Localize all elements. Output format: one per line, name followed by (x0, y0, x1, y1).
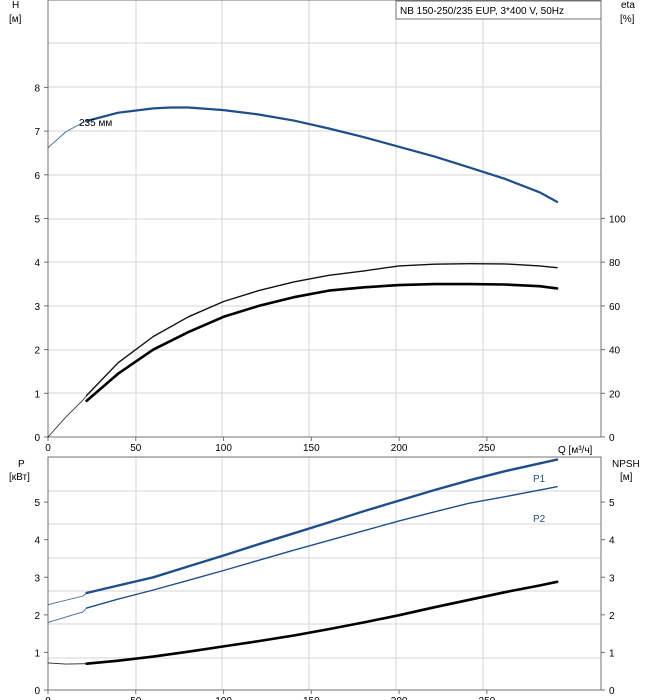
y-right-tick-label-1-0: 0 (609, 686, 615, 697)
x-tick-label-1-2: 100 (215, 696, 232, 700)
series-line-start-1-2 (47, 662, 88, 665)
bottom-y-left-unit: [кВт] (9, 472, 30, 483)
series-line-start-0-0 (47, 120, 88, 149)
y-right-tick-label-1-3: 3 (609, 573, 615, 584)
y-left-tick-label-0-4: 4 (34, 258, 40, 269)
y-right-tick-label-1-2: 2 (609, 611, 615, 622)
y-right-tick-label-0-3: 60 (609, 302, 621, 313)
y-left-tick-label-0-2: 2 (34, 346, 40, 357)
top-y-right-unit: [%] (620, 14, 635, 25)
series-line-1-1 (85, 486, 558, 609)
y-left-tick-label-1-0: 0 (34, 686, 40, 697)
y-right-tick-label-0-1: 20 (609, 389, 621, 400)
x-tick-label-1-5: 250 (479, 696, 496, 700)
bottom-y-left-label: P (18, 459, 25, 470)
x-tick-label-1-0: 0 (45, 696, 51, 700)
y-right-tick-label-1-5: 5 (609, 498, 615, 509)
y-left-tick-label-1-1: 1 (34, 648, 40, 659)
bottom-y-right-unit: [м] (620, 472, 633, 483)
frame-layer (44, 0, 605, 694)
series-label-p1: P1 (533, 474, 546, 485)
bottom-y-right-label: NPSH (612, 459, 640, 470)
x-tick-label-1-3: 150 (303, 696, 320, 700)
y-left-tick-label-0-1: 1 (34, 389, 40, 400)
x-tick-label-0-5: 250 (479, 443, 496, 454)
y-left-tick-label-0-7: 7 (34, 127, 40, 138)
y-left-tick-label-1-4: 4 (34, 536, 40, 547)
x-tick-label-1-1: 50 (130, 696, 142, 700)
y-right-tick-label-1-4: 4 (609, 536, 615, 547)
series-line-start-0-1 (47, 395, 88, 438)
series-line-0-1 (85, 263, 558, 397)
series-label-235mm: 235 мм (79, 118, 112, 129)
y-left-tick-label-1-2: 2 (34, 611, 40, 622)
series-label-p2: P2 (533, 514, 546, 525)
series-line-1-0 (85, 458, 559, 595)
top-y-left-unit: [м] (9, 14, 22, 25)
x-tick-label-0-3: 150 (303, 443, 320, 454)
x-tick-label-0-1: 50 (130, 443, 142, 454)
x-tick-label-0-4: 200 (391, 443, 408, 454)
y-left-tick-label-0-6: 6 (34, 171, 40, 182)
series-layer (47, 106, 559, 666)
x-tick-label-0-2: 100 (215, 443, 232, 454)
y-right-tick-label-0-5: 100 (609, 215, 626, 226)
x-tick-label-1-4: 200 (391, 696, 408, 700)
top-y-right-label: eta (621, 0, 635, 11)
title-box (395, 0, 602, 20)
series-line-1-2 (85, 580, 559, 666)
grid-layer (48, 0, 601, 690)
y-left-tick-label-0-3: 3 (34, 302, 40, 313)
y-right-tick-label-0-4: 80 (609, 258, 621, 269)
x-tick-label-0-0: 0 (45, 443, 51, 454)
top-y-left-label: H (12, 0, 19, 11)
chart-title: NB 150-250/235 EUP, 3*400 V, 50Hz (400, 6, 564, 17)
y-right-tick-label-0-2: 40 (609, 346, 621, 357)
y-left-tick-label-1-3: 3 (34, 573, 40, 584)
plot-frame-1 (47, 456, 602, 691)
text-layer: 0501001502002500123456780204060801000501… (34, 83, 626, 700)
y-right-tick-label-1-1: 1 (609, 648, 615, 659)
top-x-axis-label: Q [м³/ч] (558, 445, 593, 456)
y-right-tick-label-0-0: 0 (609, 433, 615, 444)
series-line-start-1-0 (47, 592, 88, 606)
series-line-0-2 (85, 282, 559, 403)
y-left-tick-label-0-5: 5 (34, 215, 40, 226)
y-left-tick-label-1-5: 5 (34, 498, 40, 509)
y-left-tick-label-0-8: 8 (34, 83, 40, 94)
y-left-tick-label-0-0: 0 (34, 433, 40, 444)
series-line-0-0 (85, 106, 559, 203)
series-line-start-1-1 (47, 607, 88, 623)
